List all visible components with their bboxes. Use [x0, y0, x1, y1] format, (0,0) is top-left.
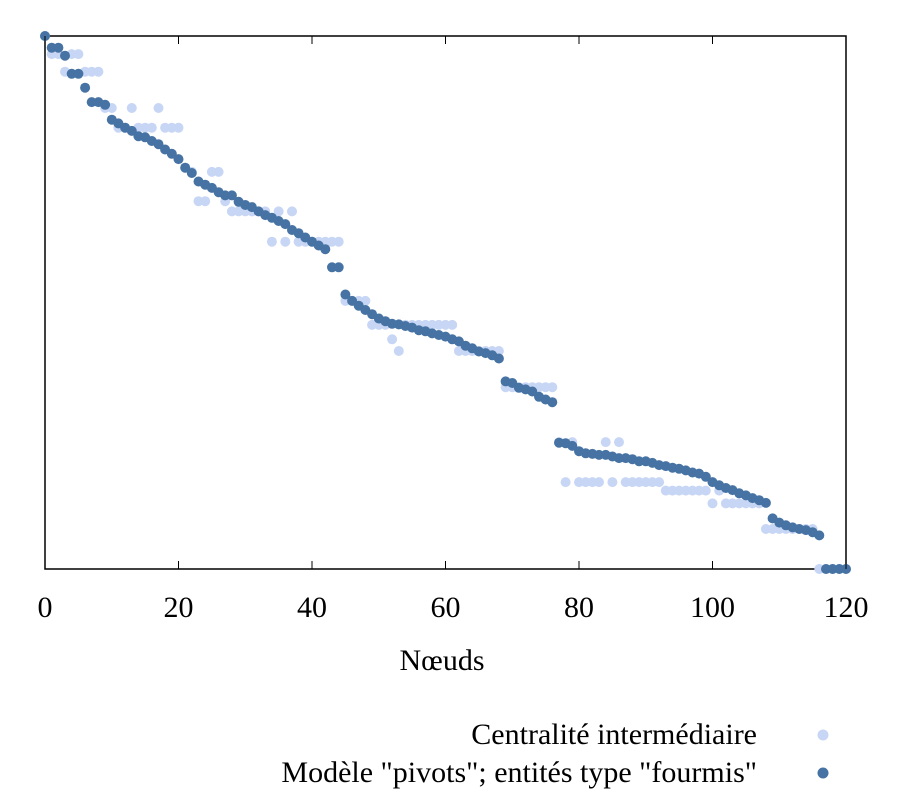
data-point-series-2: [166, 148, 177, 159]
data-point-series-1: [614, 437, 624, 448]
legend-marker-series-2: [817, 767, 829, 779]
x-axis: 0 20 40 60 80 100 120: [38, 36, 869, 624]
data-point-series-1: [594, 477, 604, 488]
data-point-series-2: [80, 82, 91, 93]
data-point-series-1: [200, 196, 211, 207]
data-point-series-2: [53, 42, 64, 53]
data-point-series-2: [226, 190, 237, 201]
data-point-series-2: [760, 497, 771, 508]
data-point-series-1: [547, 382, 558, 393]
data-point-series-1: [333, 236, 344, 247]
data-point-series-2: [320, 244, 331, 255]
x-tick-label: 120: [824, 591, 869, 624]
data-point-series-1: [393, 346, 404, 356]
data-point-series-1: [73, 49, 84, 60]
data-point-series-1: [273, 206, 284, 217]
data-point-series-1: [266, 236, 277, 247]
legend-marker-series-1: [817, 729, 829, 741]
data-point-series-1: [700, 485, 711, 496]
x-tick-label: 60: [431, 591, 461, 624]
data-point-series-2: [333, 262, 344, 273]
legend: Centralité intermédiaire Modèle "pivots"…: [281, 718, 829, 789]
data-point-series-1: [213, 166, 224, 177]
data-point-series-1: [654, 477, 665, 488]
data-point-series-2: [280, 219, 291, 230]
data-point-series-2: [700, 471, 711, 482]
data-point-series-1: [173, 122, 184, 133]
data-point-series-2: [186, 168, 197, 178]
data-point-series-2: [547, 397, 558, 408]
x-tick-label: 0: [38, 591, 53, 624]
legend-label-series-1: Centralité intermédiaire: [471, 718, 757, 751]
data-point-series-1: [287, 206, 297, 217]
data-point-series-1: [93, 66, 104, 77]
data-point-series-1: [560, 477, 571, 488]
data-point-series-1: [707, 498, 718, 509]
data-point-series-2: [493, 353, 504, 364]
data-point-series-2: [60, 50, 70, 61]
data-point-series-2: [527, 386, 538, 397]
x-tick-label: 80: [564, 591, 594, 624]
x-axis-title: Nœuds: [399, 644, 484, 677]
x-tick-label: 40: [297, 591, 327, 624]
data-point-series-1: [447, 319, 458, 330]
data-point-series-2: [100, 99, 111, 110]
data-point-series-1: [126, 103, 137, 113]
data-point-series-2: [567, 440, 578, 451]
data-point-series-1: [280, 236, 291, 247]
x-tick-label: 100: [690, 591, 735, 624]
data-point-series-1: [600, 437, 611, 448]
data-point-series-2: [173, 154, 184, 165]
data-point-series-1: [607, 477, 618, 488]
data-point-series-2: [814, 530, 825, 541]
data-point-series-2: [340, 289, 351, 300]
series-2: [40, 31, 851, 574]
data-point-series-1: [387, 334, 398, 345]
x-tick-label: 20: [164, 591, 194, 624]
series-layer: [40, 31, 851, 574]
data-point-series-1: [153, 103, 164, 113]
data-point-series-2: [73, 68, 84, 79]
legend-label-series-2: Modèle "pivots"; entités type "fourmis": [281, 756, 757, 789]
data-point-series-1: [146, 122, 157, 133]
